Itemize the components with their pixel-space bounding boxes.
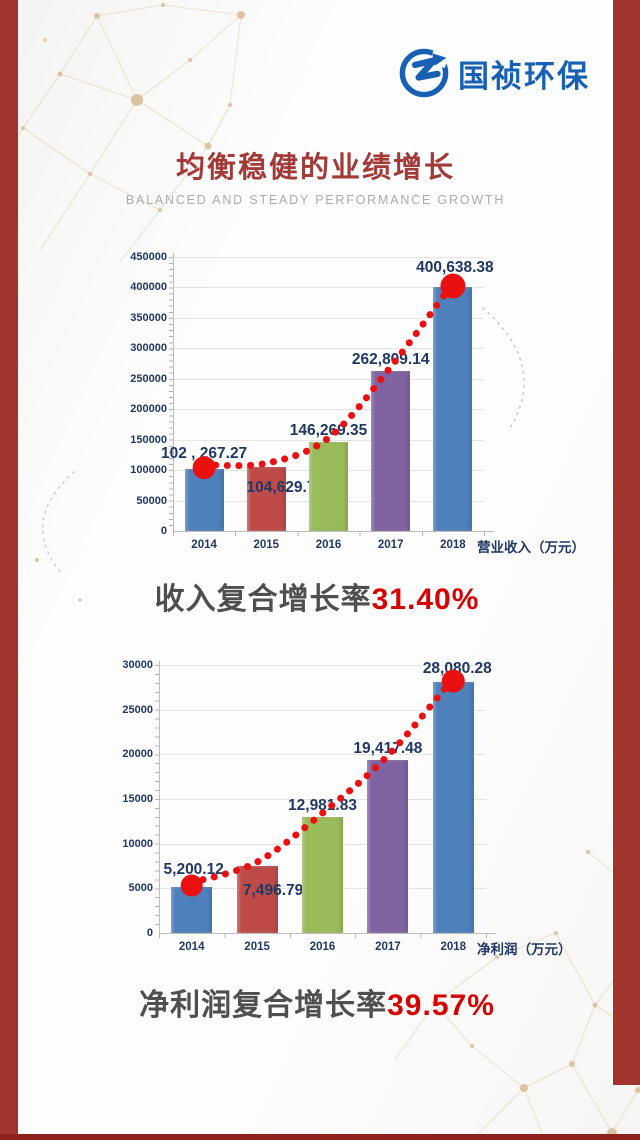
y-axis-tick-label: 20000 [122,748,153,761]
y-axis-tick-label: 300000 [130,342,167,355]
y-axis-minor-ticks [169,257,173,531]
x-axis-ticks [173,532,486,536]
data-label: 12,981.83 [288,797,357,814]
bar-2018 [432,682,474,933]
revenue-cagr-value: 31.40% [371,583,480,616]
profit-cagr-label: 净利润复合增长率 [139,989,388,1022]
y-axis-tick-label: 450000 [130,251,167,263]
data-label: 28,080.28 [422,660,492,678]
data-label: 146,269.35 [289,421,368,439]
data-label: 5,200.12 [163,860,224,878]
data-label: 7,496.79 [242,882,304,899]
data-label: 104,629.77 [246,479,325,497]
data-label: 400,638.38 [416,259,494,277]
bar-2017 [371,371,411,531]
x-axis-label-2017: 2017 [375,941,401,953]
x-axis-label-2014: 2014 [191,539,217,551]
company-logo: 国祯环保 [397,46,590,100]
y-axis-tick-label: 250000 [130,372,167,385]
y-axis-line [173,253,174,531]
revenue-cagr-caption: 收入复合增长率31.40% [0,574,634,618]
bar-2015 [246,467,286,531]
x-axis-label-2015: 2015 [253,539,280,551]
x-axis-line [159,933,496,934]
y-axis-tick-label: 150000 [130,433,167,446]
page-title: 均衡稳健的业绩增长 [175,152,455,184]
x-axis-label-2018: 2018 [440,539,466,551]
x-axis-label-2017: 2017 [377,539,404,551]
profit-cagr-caption: 净利润复合增长率39.57% [0,980,634,1024]
y-axis-tick-label: 30000 [122,659,153,671]
x-axis-ticks [159,934,488,938]
y-axis-tick-label: 0 [146,927,153,939]
bar-2014 [171,886,213,933]
y-axis-tick-label: 200000 [130,403,167,416]
profit-cagr-value: 39.57% [387,989,495,1022]
data-label: 19,417.48 [353,739,423,757]
x-axis-label-2016: 2016 [315,539,342,551]
y-axis-tick-label: 25000 [122,703,153,716]
y-axis-tick-label: 0 [160,525,167,537]
revenue-cagr-label: 收入复合增长率 [154,583,372,616]
x-axis-label-2014: 2014 [178,941,205,953]
x-axis-label-2016: 2016 [309,941,336,953]
x-axis-line [173,531,494,532]
axis-title: 净利润（万元） [477,942,572,957]
grid-line [159,665,486,666]
x-axis-label-2018: 2018 [440,941,467,953]
bar-2017 [367,759,409,933]
y-axis-tick-label: 350000 [130,311,167,324]
logo-emblem-icon [399,48,450,98]
page-subtitle: BALANCED AND STEADY PERFORMANCE GROWTH [125,193,506,207]
y-axis-tick-label: 100000 [130,464,167,477]
y-axis-tick-label: 400000 [130,281,167,294]
bottom-red-line [0,1134,640,1140]
x-axis-label-2015: 2015 [244,941,270,953]
left-red-strip [0,0,18,1134]
right-red-strip [613,0,640,1085]
y-axis-tick-label: 15000 [122,793,153,805]
y-axis-tick-label: 10000 [122,837,153,850]
y-axis-minor-ticks [155,665,159,933]
bar-2018 [433,287,473,531]
y-axis-tick-label: 5000 [128,882,153,895]
y-axis-line [159,661,160,933]
bar-2016 [302,817,343,933]
grid-line [173,257,484,258]
axis-title: 营业收入（万元） [477,540,585,555]
bar-2016 [309,441,348,531]
data-label: 262,809.14 [351,351,430,368]
logo-text: 国祯环保 [458,58,590,94]
data-label: 102 , 267.27 [160,444,248,462]
y-axis-tick-label: 50000 [136,494,167,507]
title-block: 均衡稳健的业绩增长 BALANCED AND STEADY PERFORMANC… [18,144,613,207]
bar-2014 [184,468,224,531]
